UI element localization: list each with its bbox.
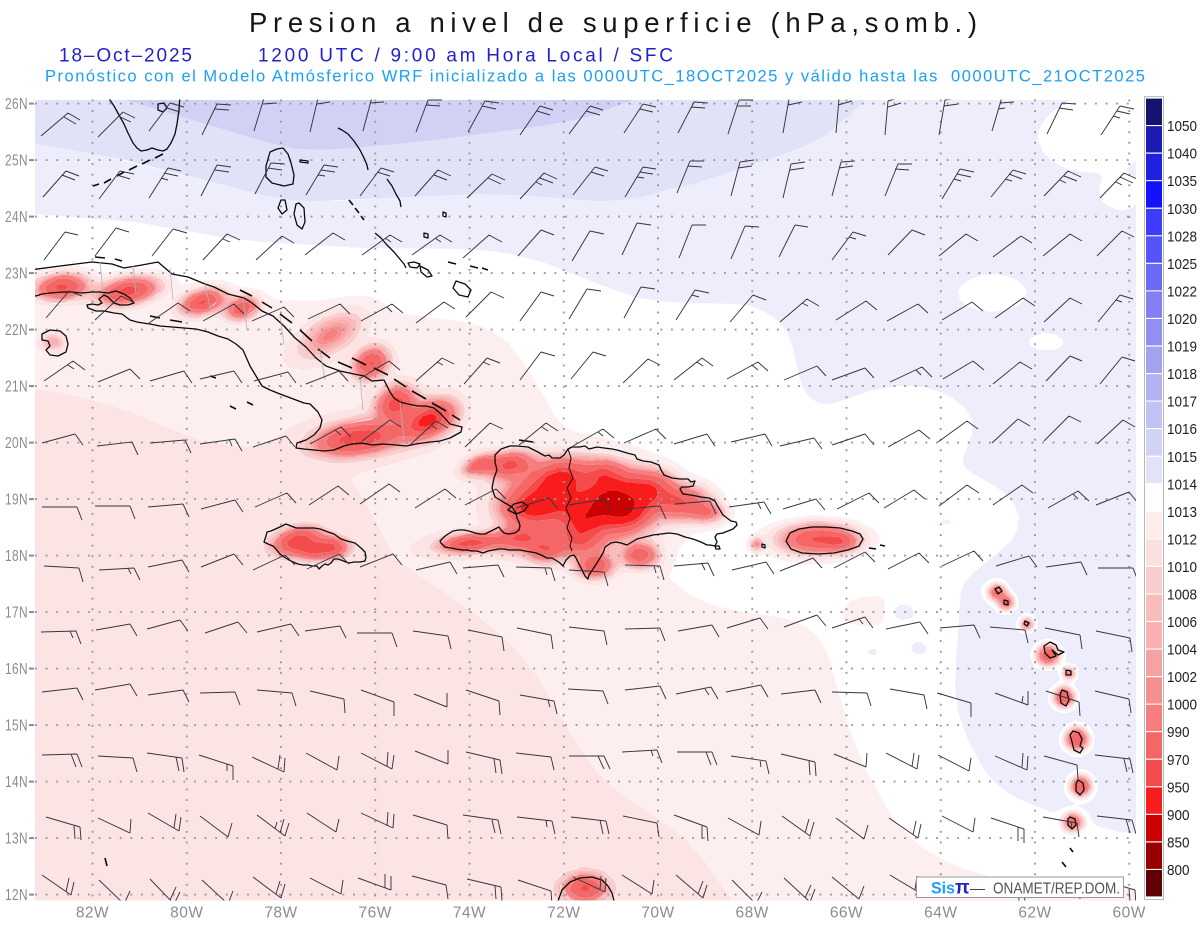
svg-text:68W: 68W (736, 905, 769, 922)
svg-text:1004: 1004 (1167, 642, 1197, 659)
svg-text:ONAMET/REP.DOM.: ONAMET/REP.DOM. (993, 881, 1120, 898)
svg-text:1013: 1013 (1167, 504, 1197, 521)
svg-text:78W: 78W (264, 905, 297, 922)
svg-text:950: 950 (1167, 779, 1190, 796)
svg-text:900: 900 (1167, 807, 1190, 824)
svg-text:1015: 1015 (1167, 449, 1197, 466)
svg-text:1008: 1008 (1167, 587, 1197, 604)
svg-text:800: 800 (1167, 862, 1190, 879)
svg-text:22N: 22N (5, 322, 28, 339)
svg-text:80W: 80W (170, 905, 203, 922)
svg-text:1018: 1018 (1167, 366, 1197, 383)
svg-text:72W: 72W (547, 905, 580, 922)
svg-text:16N: 16N (5, 661, 28, 678)
svg-text:970: 970 (1167, 752, 1190, 769)
svg-text:1016: 1016 (1167, 421, 1197, 438)
svg-text:Pronóstico con el Modelo Atmós: Pronóstico con el Modelo Atmósferico WRF… (45, 68, 1145, 86)
svg-text:1002: 1002 (1167, 669, 1197, 686)
svg-text:17N: 17N (5, 604, 28, 621)
svg-text:1017: 1017 (1167, 394, 1197, 411)
svg-text:990: 990 (1167, 724, 1190, 741)
svg-text:76W: 76W (359, 905, 392, 922)
svg-text:1019: 1019 (1167, 339, 1197, 356)
svg-text:62W: 62W (1018, 905, 1051, 922)
svg-text:1000: 1000 (1167, 697, 1197, 714)
svg-text:66W: 66W (830, 905, 863, 922)
svg-text:—: — (970, 881, 985, 898)
svg-text:70W: 70W (641, 905, 674, 922)
svg-text:18N: 18N (5, 548, 28, 565)
svg-text:850: 850 (1167, 835, 1190, 852)
svg-text:1200 UTC / 9:00 am Hora Local: 1200 UTC / 9:00 am Hora Local / SFC (258, 46, 673, 67)
svg-text:1040: 1040 (1167, 146, 1197, 163)
svg-text:1030: 1030 (1167, 201, 1197, 218)
svg-text:1035: 1035 (1167, 173, 1197, 190)
svg-text:24N: 24N (5, 209, 28, 226)
svg-text:12N: 12N (5, 887, 28, 904)
svg-text:82W: 82W (76, 905, 109, 922)
svg-text:26N: 26N (5, 96, 28, 113)
svg-text:19N: 19N (5, 491, 28, 508)
svg-text:14N: 14N (5, 774, 28, 791)
svg-text:20N: 20N (5, 435, 28, 452)
svg-text:1014: 1014 (1167, 476, 1197, 493)
svg-text:1012: 1012 (1167, 531, 1197, 548)
svg-text:1028: 1028 (1167, 228, 1197, 245)
svg-text:1006: 1006 (1167, 614, 1197, 631)
svg-text:1022: 1022 (1167, 283, 1197, 300)
svg-text:60W: 60W (1113, 905, 1146, 922)
svg-text:21N: 21N (5, 378, 28, 395)
svg-text:π: π (955, 878, 970, 899)
svg-text:Presion a nivel de superficie: Presion a nivel de superficie (hPa,somb.… (249, 7, 977, 38)
svg-text:1020: 1020 (1167, 311, 1197, 328)
svg-text:1010: 1010 (1167, 559, 1197, 576)
svg-text:15N: 15N (5, 717, 28, 734)
svg-text:74W: 74W (453, 905, 486, 922)
svg-text:25N: 25N (5, 152, 28, 169)
svg-text:13N: 13N (5, 830, 28, 847)
svg-text:Sis: Sis (931, 879, 955, 898)
svg-text:23N: 23N (5, 265, 28, 282)
svg-text:64W: 64W (924, 905, 957, 922)
svg-text:18–Oct–2025: 18–Oct–2025 (59, 46, 192, 67)
svg-text:1050: 1050 (1167, 118, 1197, 135)
svg-text:1025: 1025 (1167, 256, 1197, 273)
